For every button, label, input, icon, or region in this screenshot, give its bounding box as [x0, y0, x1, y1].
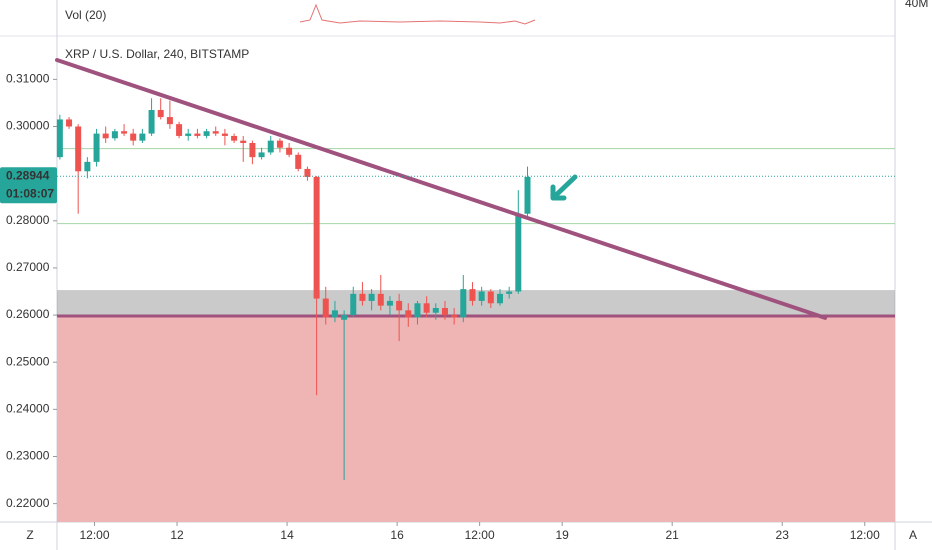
candle-body	[405, 310, 412, 318]
countdown-label: 01:08:07	[6, 186, 54, 200]
x-tick-label: 21	[666, 528, 680, 542]
candle-body	[102, 133, 109, 139]
x-tick-label: 19	[555, 528, 569, 542]
candle-body	[451, 315, 458, 318]
y-tick-label: 0.26000	[6, 307, 50, 321]
candle-body	[396, 300, 403, 311]
corner-right[interactable]: A	[909, 528, 917, 542]
candle-body	[414, 303, 421, 318]
y-tick-label: 0.30000	[6, 119, 50, 133]
y-tick-label: 0.23000	[6, 449, 50, 463]
candle-body	[166, 117, 173, 125]
candle-body	[515, 213, 522, 292]
candle-body	[350, 293, 357, 316]
candle-body	[322, 298, 329, 318]
trend-line	[55, 58, 828, 320]
candle-body	[460, 289, 467, 318]
arrow	[550, 174, 578, 201]
candle-body	[258, 152, 265, 158]
x-tick-label: 12:00	[850, 528, 880, 542]
candle-body	[66, 119, 73, 127]
x-tick-label: 12	[170, 528, 184, 542]
candle-body	[93, 133, 100, 162]
candle-body	[286, 147, 293, 155]
candle-body	[157, 110, 164, 118]
candle-body	[524, 176, 531, 214]
candle-body	[221, 133, 228, 136]
candle-body	[359, 293, 366, 301]
candle-body	[487, 291, 494, 304]
candle-body	[194, 133, 201, 136]
candle-body	[148, 110, 155, 134]
candle-body	[386, 300, 393, 306]
y-tick-label: 0.31000	[6, 72, 50, 86]
candle-body	[295, 154, 302, 169]
candle-body	[423, 303, 430, 313]
candle-body	[331, 310, 338, 318]
candle-body	[304, 168, 311, 177]
x-tick-label: 14	[280, 528, 294, 542]
chart-title: XRP / U.S. Dollar, 240, BITSTAMP	[65, 47, 249, 61]
candle-body	[441, 307, 448, 316]
resistance-zone	[57, 290, 895, 317]
candle-body	[249, 143, 256, 158]
candle-body	[432, 307, 439, 313]
x-tick-label: 12:00	[465, 528, 495, 542]
below-support-zone	[57, 316, 895, 522]
candle-body	[56, 119, 63, 158]
candle-body	[111, 131, 118, 139]
candle-body	[75, 126, 82, 172]
candle-body	[368, 293, 375, 301]
y-tick-label: 0.25000	[6, 354, 50, 368]
corner-left[interactable]: Z	[26, 528, 33, 542]
candle-body	[231, 135, 238, 141]
last-price-label: 0.28944	[6, 168, 50, 182]
candle-body	[313, 176, 320, 299]
candle-body	[84, 161, 91, 172]
volume-tick: 40M	[905, 0, 928, 10]
candle-body	[276, 140, 283, 148]
y-tick-label: 0.22000	[6, 496, 50, 510]
candle-body	[240, 140, 247, 144]
candle-body	[139, 133, 146, 141]
x-tick-label: 16	[390, 528, 404, 542]
y-tick-label: 0.28000	[6, 213, 50, 227]
candle-body	[506, 291, 513, 294]
candle-body	[341, 315, 348, 320]
candle-body	[478, 291, 485, 301]
candle-body	[121, 131, 128, 134]
x-tick-label: 23	[776, 528, 790, 542]
candle-body	[496, 293, 503, 304]
candle-body	[267, 140, 274, 153]
candle-body	[176, 124, 183, 136]
last-price-box	[0, 167, 57, 204]
candle-body	[185, 133, 192, 136]
x-tick-label: 12:00	[80, 528, 110, 542]
candle-body	[377, 293, 384, 306]
volume-line	[299, 3, 536, 25]
volume-label: Vol (20)	[65, 8, 106, 22]
candle-body	[212, 131, 219, 134]
candle-body	[130, 133, 137, 141]
y-tick-label: 0.27000	[6, 260, 50, 274]
y-tick-label: 0.24000	[6, 402, 50, 416]
candle-body	[203, 131, 210, 136]
candle-body	[469, 289, 476, 301]
